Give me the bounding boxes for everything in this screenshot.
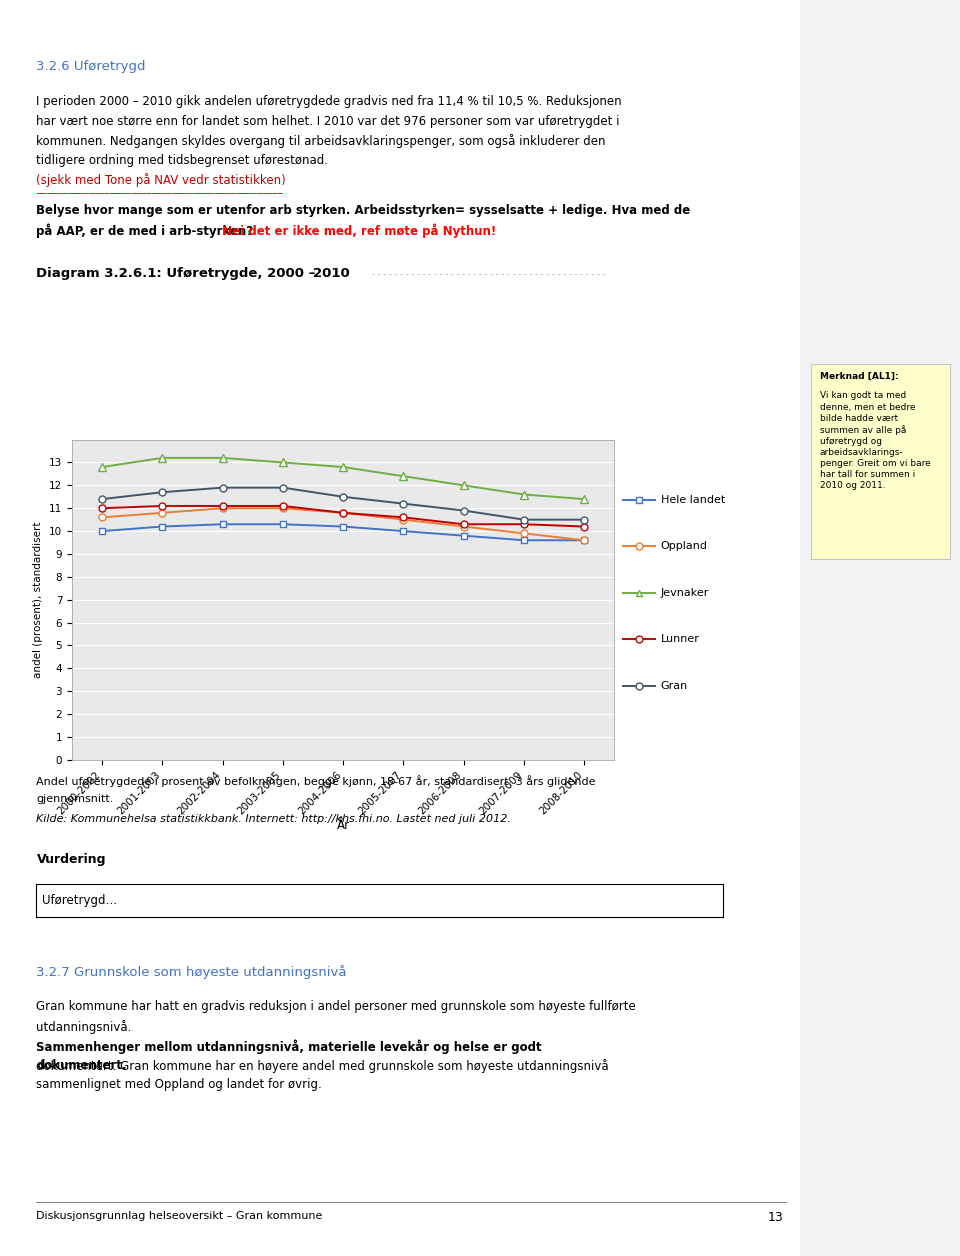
Hele landet bbox=[277, 516, 289, 531]
Lunner bbox=[518, 516, 530, 531]
Text: (sjekk med Tone på NAV vedr statistikken): (sjekk med Tone på NAV vedr statistikken… bbox=[36, 173, 286, 187]
Lunner bbox=[458, 516, 469, 531]
Jevnaker bbox=[518, 487, 530, 502]
Hele landet bbox=[217, 516, 228, 531]
Text: Vi kan godt ta med
denne, men et bedre
bilde hadde vært
summen av alle på
uføret: Vi kan godt ta med denne, men et bedre b… bbox=[820, 392, 930, 490]
Gran bbox=[217, 480, 228, 495]
Oppland bbox=[277, 501, 289, 516]
Hele landet bbox=[397, 524, 409, 539]
Text: I perioden 2000 – 2010 gikk andelen uføretrygdede gradvis ned fra 11,4 % til 10,: I perioden 2000 – 2010 gikk andelen ufør… bbox=[36, 95, 622, 108]
Lunner bbox=[579, 519, 590, 534]
Hele landet bbox=[156, 519, 168, 534]
Text: 2010: 2010 bbox=[313, 266, 349, 280]
Jevnaker bbox=[579, 491, 590, 506]
Gran bbox=[518, 512, 530, 528]
Oppland bbox=[337, 505, 348, 520]
Text: kommunen. Nedgangen skyldes overgang til arbeidsavklaringspenger, som også inklu: kommunen. Nedgangen skyldes overgang til… bbox=[36, 134, 606, 148]
Text: utdanningsnivå.: utdanningsnivå. bbox=[36, 1020, 132, 1034]
Hele landet bbox=[579, 533, 590, 548]
Text: Merknad [AL1]:: Merknad [AL1]: bbox=[820, 372, 899, 381]
Hele landet bbox=[337, 519, 348, 534]
Y-axis label: andel (prosent), standardisert: andel (prosent), standardisert bbox=[34, 521, 43, 678]
Text: Sammenhenger mellom utdanningsnivå, materielle levekår og helse er godt: Sammenhenger mellom utdanningsnivå, mate… bbox=[36, 1039, 542, 1054]
X-axis label: År: År bbox=[337, 819, 349, 833]
Jevnaker bbox=[458, 477, 469, 492]
Gran bbox=[156, 485, 168, 500]
Text: sammenlignet med Oppland og landet for øvrig.: sammenlignet med Oppland og landet for ø… bbox=[36, 1078, 323, 1091]
Text: Gran kommune har hatt en gradvis reduksjon i andel personer med grunnskole som h: Gran kommune har hatt en gradvis reduksj… bbox=[36, 1000, 636, 1014]
Jevnaker bbox=[96, 460, 108, 475]
Oppland bbox=[156, 505, 168, 520]
Oppland bbox=[458, 519, 469, 534]
Oppland bbox=[397, 512, 409, 528]
Text: Andel uføretrygdede i prosent av befolkningen, begge kjønn, 18-67 år, standardis: Andel uføretrygdede i prosent av befolkn… bbox=[36, 775, 596, 786]
Text: Vurdering: Vurdering bbox=[36, 853, 106, 865]
Jevnaker bbox=[277, 455, 289, 470]
Text: Diagram 3.2.6.1: Uføretrygde, 2000 –: Diagram 3.2.6.1: Uføretrygde, 2000 – bbox=[36, 266, 321, 280]
Gran bbox=[397, 496, 409, 511]
Gran bbox=[579, 512, 590, 528]
Line: Gran: Gran bbox=[99, 484, 588, 524]
Line: Oppland: Oppland bbox=[99, 505, 588, 544]
Oppland bbox=[518, 526, 530, 541]
Jevnaker bbox=[156, 451, 168, 466]
Line: Hele landet: Hele landet bbox=[99, 521, 588, 544]
Text: 3.2.6 Uføretrygd: 3.2.6 Uføretrygd bbox=[36, 60, 146, 73]
Text: Oppland: Oppland bbox=[660, 541, 708, 551]
Lunner bbox=[397, 510, 409, 525]
Lunner bbox=[277, 499, 289, 514]
Lunner bbox=[337, 505, 348, 520]
Oppland bbox=[96, 510, 108, 525]
Lunner bbox=[217, 499, 228, 514]
Text: Kilde: Kommunehelsa statistikkbank. Internett: http://khs.fhi.no. Lastet ned jul: Kilde: Kommunehelsa statistikkbank. Inte… bbox=[36, 814, 512, 824]
Jevnaker bbox=[397, 468, 409, 484]
Text: Gran: Gran bbox=[660, 681, 688, 691]
Gran bbox=[337, 490, 348, 505]
Lunner bbox=[96, 501, 108, 516]
Text: Jevnaker: Jevnaker bbox=[660, 588, 709, 598]
Text: Belyse hvor mange som er utenfor arb styrken. Arbeidsstyrken= sysselsatte + ledi: Belyse hvor mange som er utenfor arb sty… bbox=[36, 205, 691, 217]
Text: tidligere ordning med tidsbegrenset uførestønad.: tidligere ordning med tidsbegrenset ufør… bbox=[36, 153, 328, 167]
Text: dokumentert.: dokumentert. bbox=[36, 1059, 127, 1071]
Text: på AAP, er de med i arb-styrken?: på AAP, er de med i arb-styrken? bbox=[36, 224, 253, 239]
Hele landet bbox=[96, 524, 108, 539]
Gran bbox=[277, 480, 289, 495]
Oppland bbox=[217, 501, 228, 516]
Text: har vært noe større enn for landet som helhet. I 2010 var det 976 personer som v: har vært noe større enn for landet som h… bbox=[36, 114, 620, 128]
Lunner bbox=[156, 499, 168, 514]
Text: gjennomsnitt.: gjennomsnitt. bbox=[36, 795, 114, 804]
Text: dokumentert. Gran kommune har en høyere andel med grunnskole som høyeste utdanni: dokumentert. Gran kommune har en høyere … bbox=[36, 1059, 609, 1073]
Hele landet bbox=[458, 528, 469, 543]
Line: Jevnaker: Jevnaker bbox=[98, 453, 588, 504]
Hele landet bbox=[518, 533, 530, 548]
Text: _______________________________________________: ________________________________________… bbox=[36, 183, 283, 193]
Text: Uføretrygd…: Uføretrygd… bbox=[42, 894, 117, 907]
Text: Diskusjonsgrunnlag helseoversikt – Gran kommune: Diskusjonsgrunnlag helseoversikt – Gran … bbox=[36, 1211, 323, 1221]
Gran bbox=[458, 502, 469, 517]
Text: 3.2.7 Grunnskole som høyeste utdanningsnivå: 3.2.7 Grunnskole som høyeste utdanningsn… bbox=[36, 966, 347, 980]
Oppland bbox=[579, 533, 590, 548]
Text: Lunner: Lunner bbox=[660, 634, 700, 644]
Line: Lunner: Lunner bbox=[99, 502, 588, 530]
Text: Hele landet: Hele landet bbox=[660, 495, 725, 505]
Jevnaker bbox=[217, 451, 228, 466]
Gran bbox=[96, 491, 108, 506]
Text: 13: 13 bbox=[768, 1211, 783, 1223]
Text: Nei det er ikke med, ref møte på Nythun!: Nei det er ikke med, ref møte på Nythun! bbox=[214, 224, 496, 239]
Text: - - - - - - - - - - - - - - - - - - - - - - - - - - - - - - - - - - - - - - - - : - - - - - - - - - - - - - - - - - - - - … bbox=[372, 270, 609, 279]
Jevnaker bbox=[337, 460, 348, 475]
